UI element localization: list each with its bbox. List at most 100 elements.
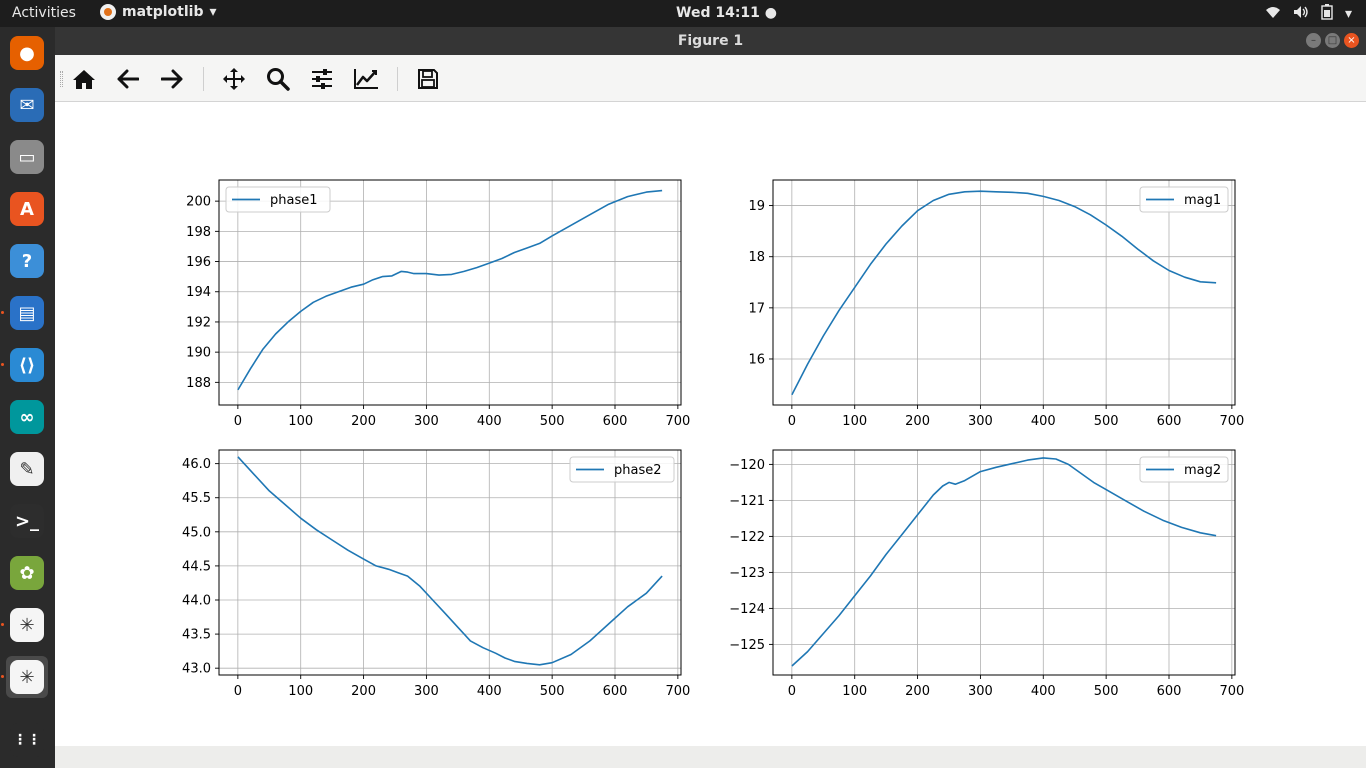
- subplot-axes: 0 100 200 300 400 500 600 700 −125 −124 −123 −122 −1…: [729, 449, 1244, 699]
- system-menu-chevron-icon[interactable]: ▾: [1344, 6, 1352, 22]
- window-titlebar[interactable]: Figure 1 – □ ×: [55, 27, 1366, 55]
- x-tick-label: 200: [351, 414, 376, 429]
- subplots-button[interactable]: [308, 65, 336, 93]
- dock-item[interactable]: ✳: [6, 656, 48, 698]
- y-tick-label: −123: [729, 566, 765, 581]
- dock-item[interactable]: A: [6, 188, 48, 230]
- forward-button[interactable]: [158, 65, 186, 93]
- y-tick-label: 192: [186, 315, 211, 330]
- y-tick-label: 18: [748, 250, 765, 265]
- arduino-icon: ∞: [10, 400, 44, 434]
- toolbar-separator: [397, 67, 398, 91]
- subplot-axes: 0 100 200 300 400 500 600 700 188 190 192 194 196 198…: [186, 179, 690, 429]
- system-tray[interactable]: ▾: [1265, 4, 1352, 24]
- top-bar: Activities matplotlib ▾ Wed 14:11 ● ▾: [0, 0, 1366, 27]
- dock-item[interactable]: ?: [6, 240, 48, 282]
- x-tick-label: 600: [1157, 414, 1182, 429]
- series-line: [791, 457, 1217, 667]
- chevron-down-icon: ▾: [209, 4, 217, 20]
- x-tick-label: 300: [414, 684, 439, 699]
- x-tick-label: 300: [414, 414, 439, 429]
- x-tick-label: 700: [1219, 684, 1244, 699]
- y-tick-label: 45.0: [182, 525, 211, 540]
- x-tick-label: 100: [288, 414, 313, 429]
- pan-button[interactable]: [220, 65, 248, 93]
- software-center-icon: A: [10, 192, 44, 226]
- figure-plot-area[interactable]: 0 100 200 300 400 500 600 700188190192194196198…: [55, 102, 1366, 746]
- dock-item[interactable]: >_: [6, 500, 48, 542]
- toolbar-grip[interactable]: [60, 71, 63, 87]
- back-arrow-icon: [117, 69, 139, 89]
- edit-axes-button[interactable]: [352, 65, 380, 93]
- home-button[interactable]: [70, 65, 98, 93]
- files-icon: ▭: [10, 140, 44, 174]
- battery-icon[interactable]: [1321, 4, 1333, 24]
- minimize-button[interactable]: –: [1306, 33, 1321, 48]
- figure-canvas[interactable]: 0 100 200 300 400 500 600 700 188 190 192 194 196 198…: [55, 102, 1366, 746]
- maximize-button[interactable]: □: [1325, 33, 1340, 48]
- volume-icon[interactable]: [1293, 5, 1309, 23]
- legend-box: [1139, 456, 1229, 483]
- y-tick-label: 16: [748, 352, 765, 367]
- x-tick-label: 300: [968, 414, 993, 429]
- y-tick-label: 43.5: [182, 628, 211, 643]
- legend-label: mag2: [1184, 463, 1221, 478]
- dock-item[interactable]: ✿: [6, 552, 48, 594]
- image-viewer-icon: ✿: [10, 556, 44, 590]
- x-tick-label: 700: [665, 684, 690, 699]
- x-tick-label: 400: [477, 414, 502, 429]
- clock[interactable]: Wed 14:11 ●: [676, 5, 777, 21]
- dock-item[interactable]: ⟨⟩: [6, 344, 48, 386]
- x-tick-label: 0: [234, 414, 242, 429]
- x-tick-label: 400: [1031, 684, 1056, 699]
- dock-item[interactable]: ●: [6, 32, 48, 74]
- dock-item[interactable]: ✳: [6, 604, 48, 646]
- dock-item[interactable]: ∞: [6, 396, 48, 438]
- terminal-icon: >_: [10, 504, 44, 538]
- writer-icon: ▤: [10, 296, 44, 330]
- legend-label: phase1: [270, 193, 318, 208]
- dock-item[interactable]: ✎: [6, 448, 48, 490]
- dock: ● ✉ ▭ A? ▤ ⟨⟩ ∞ ✎ >_ ✿ ✳ ✳ ⋮⋮: [0, 27, 55, 768]
- x-tick-label: 500: [540, 684, 565, 699]
- x-tick-label: 0: [234, 684, 242, 699]
- dock-item[interactable]: ▤: [6, 292, 48, 334]
- axes-frame: [772, 449, 1236, 676]
- legend-label: phase2: [614, 463, 662, 478]
- x-tick-label: 100: [842, 414, 867, 429]
- y-tick-label: −125: [729, 638, 765, 653]
- toolbar-separator: [203, 67, 204, 91]
- window-title: Figure 1: [677, 33, 744, 49]
- x-tick-label: 600: [1157, 684, 1182, 699]
- edit-axes-icon: [354, 69, 378, 89]
- wifi-icon[interactable]: [1265, 5, 1281, 23]
- close-button[interactable]: ×: [1344, 33, 1359, 48]
- running-indicator: [1, 623, 4, 626]
- zoom-button[interactable]: [264, 65, 292, 93]
- y-tick-label: 45.5: [182, 491, 211, 506]
- x-tick-label: 200: [351, 684, 376, 699]
- status-bar: [55, 746, 1366, 768]
- activities-button[interactable]: Activities: [12, 5, 76, 21]
- dock-item[interactable]: ✉: [6, 84, 48, 126]
- series-line: [791, 190, 1217, 396]
- home-icon: [73, 70, 95, 89]
- matplotlib-app-icon-active: ✳: [10, 660, 44, 694]
- running-indicator: [1, 311, 4, 314]
- app-menu[interactable]: matplotlib ▾: [100, 4, 217, 20]
- dock-item[interactable]: ▭: [6, 136, 48, 178]
- subplots-config-icon: [312, 69, 332, 89]
- legend-box: [1139, 186, 1229, 213]
- x-tick-label: 300: [968, 684, 993, 699]
- y-tick-label: 196: [186, 255, 211, 270]
- vscode-icon: ⟨⟩: [10, 348, 44, 382]
- legend: mag2: [1139, 456, 1229, 483]
- dock-item[interactable]: ⋮⋮: [6, 719, 48, 761]
- save-button[interactable]: [414, 65, 442, 93]
- y-tick-label: 200: [186, 195, 211, 210]
- zoom-icon: [267, 68, 290, 91]
- subplot-axes: 0 100 200 300 400 500 600 700 16 17 18 19 mag1: [748, 179, 1244, 429]
- pan-icon: [223, 68, 245, 90]
- back-button[interactable]: [114, 65, 142, 93]
- x-tick-label: 700: [665, 414, 690, 429]
